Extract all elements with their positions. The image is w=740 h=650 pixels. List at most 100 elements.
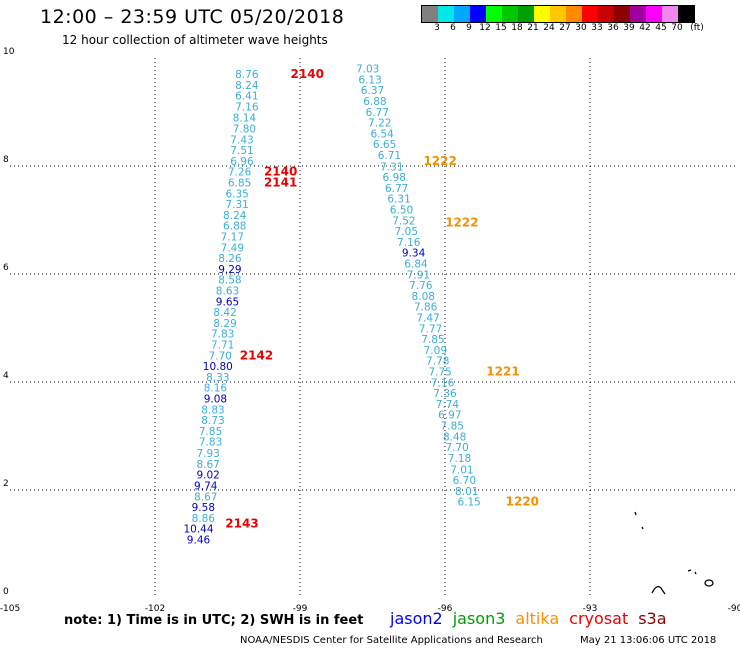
color-scale-labels: 3 6 9 12 15 18 21 24 27 30 33 36 39 42 45 70 (ft): [421, 23, 740, 35]
wave-height-value: 7.83: [211, 329, 234, 341]
wave-height-value: 6.37: [361, 85, 384, 97]
legend-label: 27: [559, 23, 571, 33]
footnote: note: 1) Time is in UTC; 2) SWH is in fe…: [64, 613, 364, 628]
wave-height-value: 8.58: [218, 275, 241, 287]
satellite-label: s3a: [638, 609, 667, 628]
legend-swatch: [486, 6, 502, 22]
wave-height-value: 7.43: [230, 134, 253, 146]
wave-height-value: 8.73: [201, 415, 224, 427]
y-tick-label: 10: [3, 47, 15, 57]
time-label: 2142: [240, 348, 273, 362]
legend-swatch: [630, 6, 646, 22]
time-label: 1222: [423, 154, 456, 168]
time-label: 1220: [506, 495, 539, 509]
wave-height-value: 8.01: [455, 486, 478, 498]
legend-label: 9: [466, 23, 472, 33]
legend-label: 70: [671, 23, 683, 33]
legend-swatch: [598, 6, 614, 22]
wave-height-value: 8.63: [216, 286, 239, 298]
wave-height-value: 8.83: [201, 404, 224, 416]
wave-height-value: 6.98: [383, 172, 406, 184]
wave-height-value: 6.77: [366, 107, 389, 119]
wave-height-value: 6.54: [370, 128, 394, 140]
wave-height-value: 7.47: [416, 313, 439, 325]
wave-height-value: 9.29: [218, 264, 241, 276]
legend-label: 45: [655, 23, 667, 33]
wave-height-value: 8.16: [204, 383, 228, 395]
legend-label: 33: [591, 23, 603, 33]
legend-swatch: [582, 6, 598, 22]
wave-height-value: 7.85: [421, 334, 444, 346]
wave-height-value: 7.16: [397, 237, 421, 249]
x-tick-label: -93: [583, 604, 598, 614]
legend-swatch: [422, 6, 438, 22]
wave-height-value: 8.67: [196, 459, 219, 471]
data-marks: 8.768.246.417.168.147.807.437.516.967.26…: [183, 64, 539, 547]
legend-swatch: [502, 6, 518, 22]
legend-swatch: [662, 6, 678, 22]
legend-label: (ft): [690, 23, 704, 33]
x-tick-label: -99: [293, 604, 308, 614]
legend-label: 42: [639, 23, 651, 33]
time-label: 1222: [445, 215, 478, 229]
wave-height-value: 6.41: [235, 91, 258, 103]
wave-height-value: 7.22: [368, 118, 391, 130]
wave-height-value: 7.31: [380, 161, 403, 173]
wave-height-value: 7.17: [221, 232, 244, 244]
wave-height-value: 8.08: [412, 291, 435, 303]
wave-height-value: 8.29: [213, 318, 236, 330]
wave-height-value: 8.67: [194, 491, 217, 503]
satellite-label: jason3: [452, 609, 506, 628]
legend-label: 12: [479, 23, 491, 33]
wave-height-value: 8.33: [206, 372, 229, 384]
island-shape: [704, 579, 714, 587]
time-label: 1221: [486, 365, 519, 379]
legend-swatch: [518, 6, 534, 22]
time-label: 2143: [225, 516, 258, 530]
legend-swatch: [566, 6, 582, 22]
wave-height-value: 7.74: [436, 399, 460, 411]
wave-height-value: 7.80: [233, 124, 256, 136]
wave-height-value: 10.80: [203, 361, 233, 373]
wave-height-value: 7.76: [409, 280, 433, 292]
legend-label: 18: [511, 23, 523, 33]
legend-label: 6: [450, 23, 456, 33]
legend-swatch: [646, 6, 662, 22]
wave-height-value: 10.44: [183, 524, 213, 536]
wave-height-value: 7.05: [395, 226, 418, 238]
wave-height-value: 8.24: [235, 80, 259, 92]
wave-height-value: 7.75: [428, 367, 451, 379]
chart-grid: [10, 58, 735, 598]
wave-height-value: 6.65: [373, 139, 396, 151]
wave-height-value: 7.93: [196, 448, 219, 460]
y-tick-label: 4: [3, 371, 9, 381]
wave-height-value: 7.71: [211, 340, 234, 352]
wave-height-value: 6.71: [378, 150, 401, 162]
wave-height-value: 6.31: [387, 194, 410, 206]
wave-height-value: 7.52: [392, 215, 415, 227]
time-label: 2140: [264, 165, 297, 179]
wave-height-value: 8.42: [213, 307, 236, 319]
legend-swatch: [678, 6, 694, 22]
wave-height-value: 7.70: [445, 442, 468, 454]
wave-height-value: 9.46: [187, 534, 211, 546]
credit-line: NOAA/NESDIS Center for Satellite Applica…: [240, 635, 543, 646]
wave-height-value: 6.77: [385, 183, 408, 195]
wave-height-value: 7.70: [209, 350, 232, 362]
wave-height-value: 7.49: [221, 242, 244, 254]
y-tick-label: 6: [3, 263, 9, 273]
legend-label: 15: [495, 23, 507, 33]
wave-height-value: 8.14: [233, 113, 257, 125]
wave-height-value: 7.51: [230, 145, 253, 157]
coastline-marks: [634, 511, 714, 595]
satellite-label: altika: [515, 609, 560, 628]
wave-height-value: 6.88: [363, 96, 386, 108]
wave-height-value: 8.76: [235, 69, 259, 81]
legend-swatch: [470, 6, 486, 22]
wave-height-value: 7.09: [424, 345, 447, 357]
x-tick-label: -96: [438, 604, 453, 614]
legend-swatch: [614, 6, 630, 22]
wave-height-value: 8.26: [218, 253, 242, 265]
wave-height-value: 7.01: [450, 464, 473, 476]
